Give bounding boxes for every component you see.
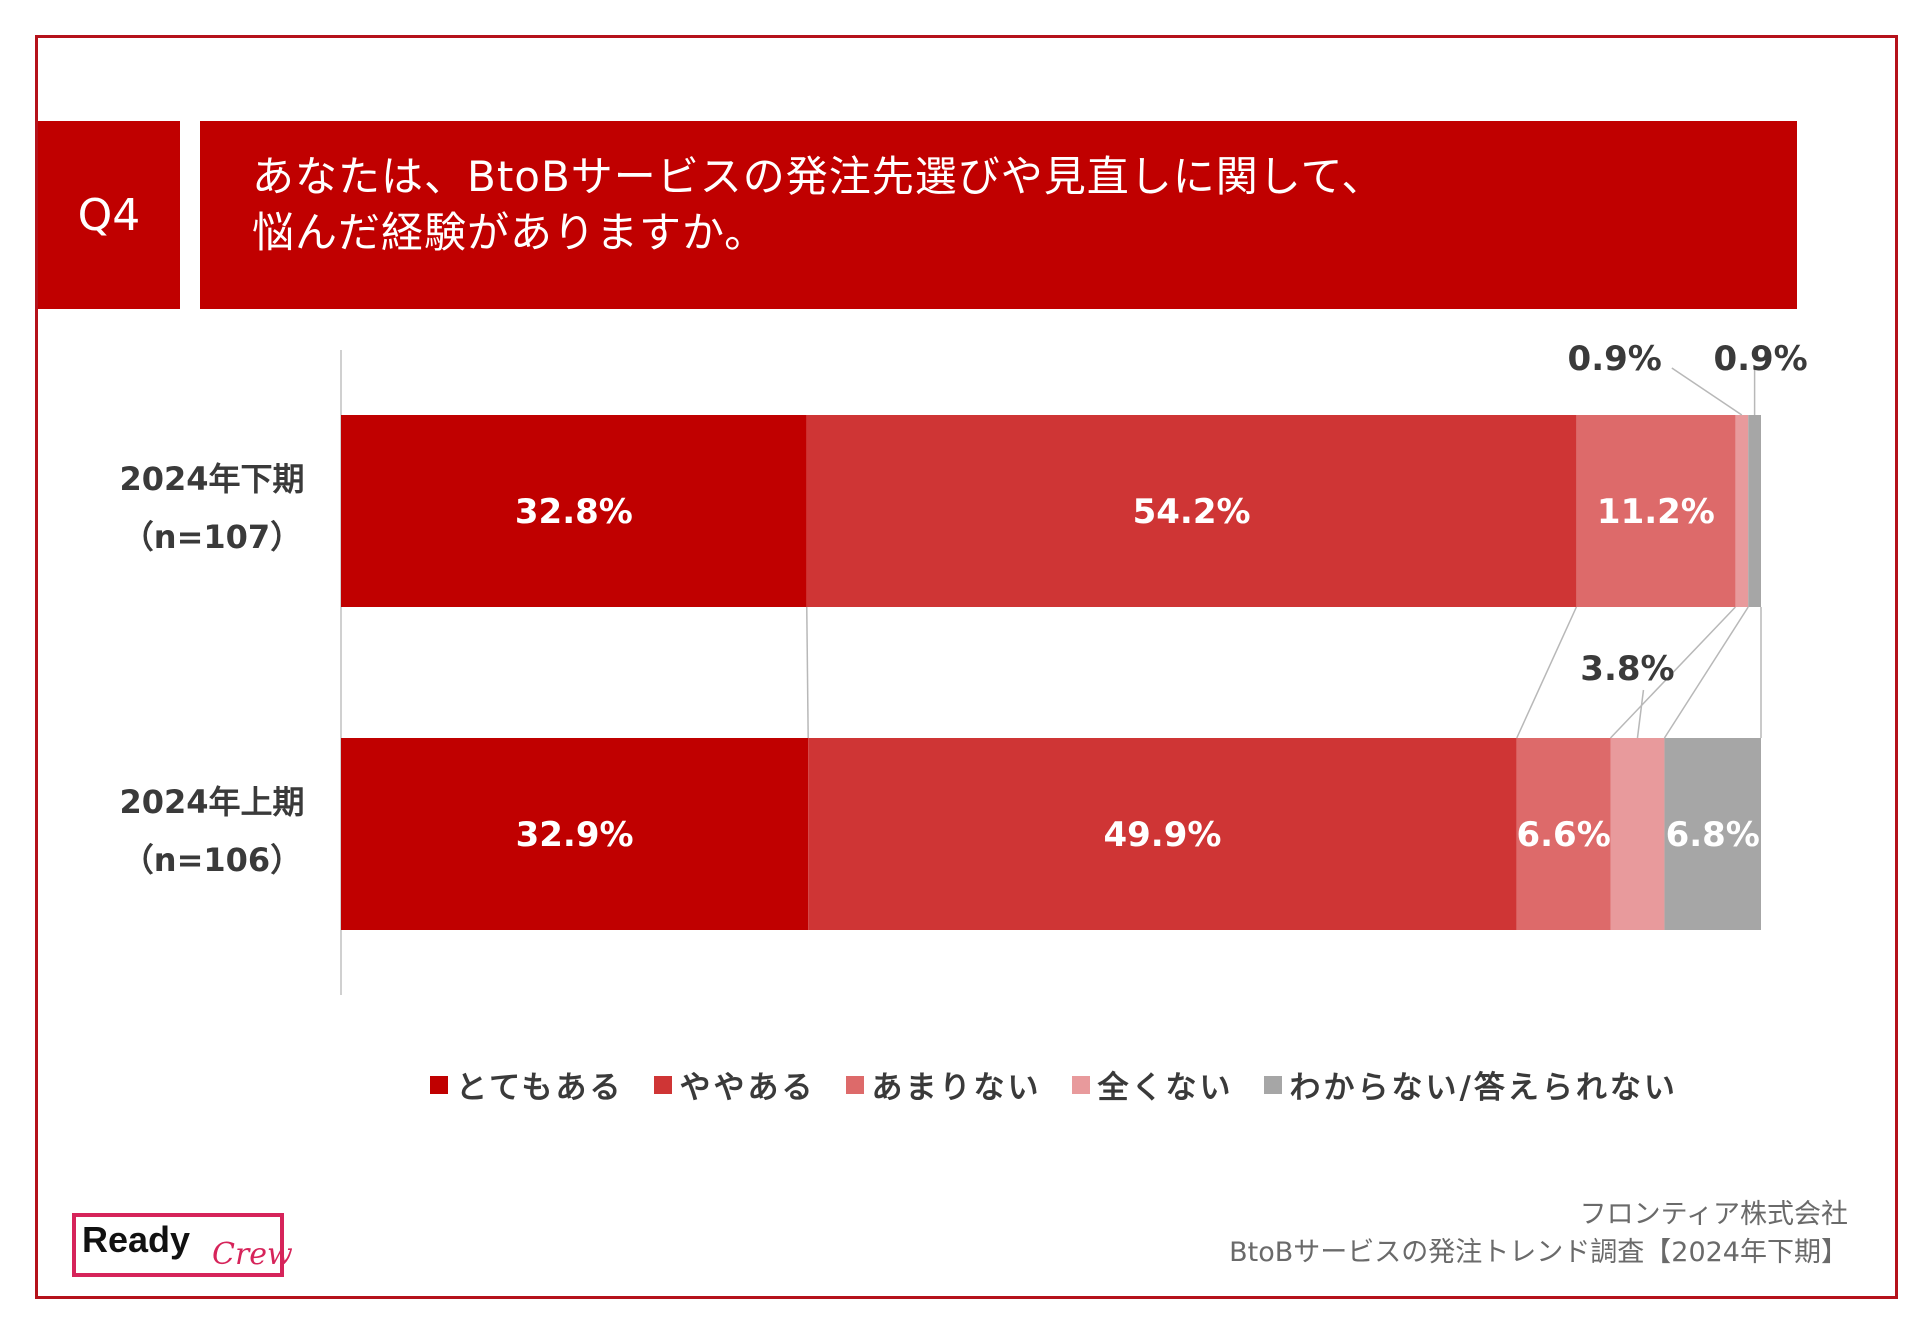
data-label: 6.6% xyxy=(1516,815,1610,855)
category-label-period: 2024年下期 xyxy=(119,460,304,498)
data-label-callout: 0.9% xyxy=(1568,339,1662,379)
legend-item-somewhat: ややある xyxy=(653,1062,816,1107)
series-connector-line xyxy=(806,606,809,739)
legend-item-dont-know: わからない/答えられない xyxy=(1263,1062,1678,1107)
legend-label: わからない/答えられない xyxy=(1289,1070,1678,1106)
question-number-box: Q4 xyxy=(38,121,180,309)
question-title-line-2: 悩んだ経験がありますか。 xyxy=(252,208,768,257)
footer-survey-title: BtoBサービスの発注トレンド調査【2024年下期】 xyxy=(1229,1237,1848,1268)
callout-leader-line xyxy=(1671,367,1743,416)
slide-frame: Q4 あなたは、BtoBサービスの発注先選びや見直しに関して、 悩んだ経験があり… xyxy=(35,35,1898,1299)
question-title-box: あなたは、BtoBサービスの発注先選びや見直しに関して、 悩んだ経験がありますか… xyxy=(200,121,1797,309)
legend-swatch xyxy=(653,1075,672,1094)
series-connector-line xyxy=(1663,606,1749,739)
question-number: Q4 xyxy=(77,189,141,241)
legend-swatch xyxy=(430,1075,448,1094)
bar-segment xyxy=(1610,738,1665,930)
data-label: 11.2% xyxy=(1597,492,1715,532)
question-title-line-1: あなたは、BtoBサービスの発注先選びや見直しに関して、 xyxy=(252,152,1385,201)
legend-swatch xyxy=(1263,1075,1282,1094)
data-label: 6.8% xyxy=(1666,815,1760,855)
bar-segment xyxy=(1664,738,1761,930)
legend-item-not-at-all: 全くない xyxy=(1071,1062,1234,1107)
legend-label: ややある xyxy=(679,1070,816,1106)
logo-text-sub: Crew xyxy=(212,1237,293,1272)
data-label-callout: 3.8% xyxy=(1580,649,1674,689)
bar-segment xyxy=(1748,415,1761,607)
category-label-n: （n=106） xyxy=(122,841,302,879)
data-label: 49.9% xyxy=(1103,815,1221,855)
bar-segment xyxy=(341,738,809,930)
bar-segment xyxy=(1735,415,1749,607)
chart-legend: とてもある ややある あまりない 全くない わからない/答えられない xyxy=(430,1062,1678,1107)
category-label-n: （n=107） xyxy=(122,518,302,556)
series-connector-line xyxy=(1609,606,1736,739)
legend-item-very-much: とてもある xyxy=(430,1062,624,1107)
legend-swatch xyxy=(1071,1075,1090,1094)
logo-text-main: Ready xyxy=(82,1219,191,1260)
series-connector-line xyxy=(1516,606,1578,739)
source-footer: フロンティア株式会社 BtoBサービスの発注トレンド調査【2024年下期】 xyxy=(1229,1196,1848,1272)
data-label-callout: 0.9% xyxy=(1713,339,1807,379)
legend-swatch xyxy=(845,1075,864,1094)
footer-company: フロンティア株式会社 xyxy=(1579,1199,1848,1230)
bar-segment xyxy=(806,415,1577,607)
category-label-period: 2024年上期 xyxy=(119,783,304,821)
legend-label: 全くない xyxy=(1097,1070,1234,1106)
bar-segment xyxy=(1516,738,1611,930)
callout-leader-line xyxy=(1636,689,1645,739)
data-label: 32.9% xyxy=(516,815,634,855)
ready-crew-logo: Ready Crew xyxy=(72,1213,293,1277)
data-label: 32.8% xyxy=(515,492,633,532)
bar-segment xyxy=(1576,415,1736,607)
bar-segment xyxy=(808,738,1517,930)
data-label: 54.2% xyxy=(1133,492,1251,532)
legend-label: とてもある xyxy=(456,1070,624,1106)
legend-label: あまりない xyxy=(871,1070,1042,1106)
bar-segment xyxy=(341,415,807,607)
legend-item-not-much: あまりない xyxy=(845,1062,1042,1107)
